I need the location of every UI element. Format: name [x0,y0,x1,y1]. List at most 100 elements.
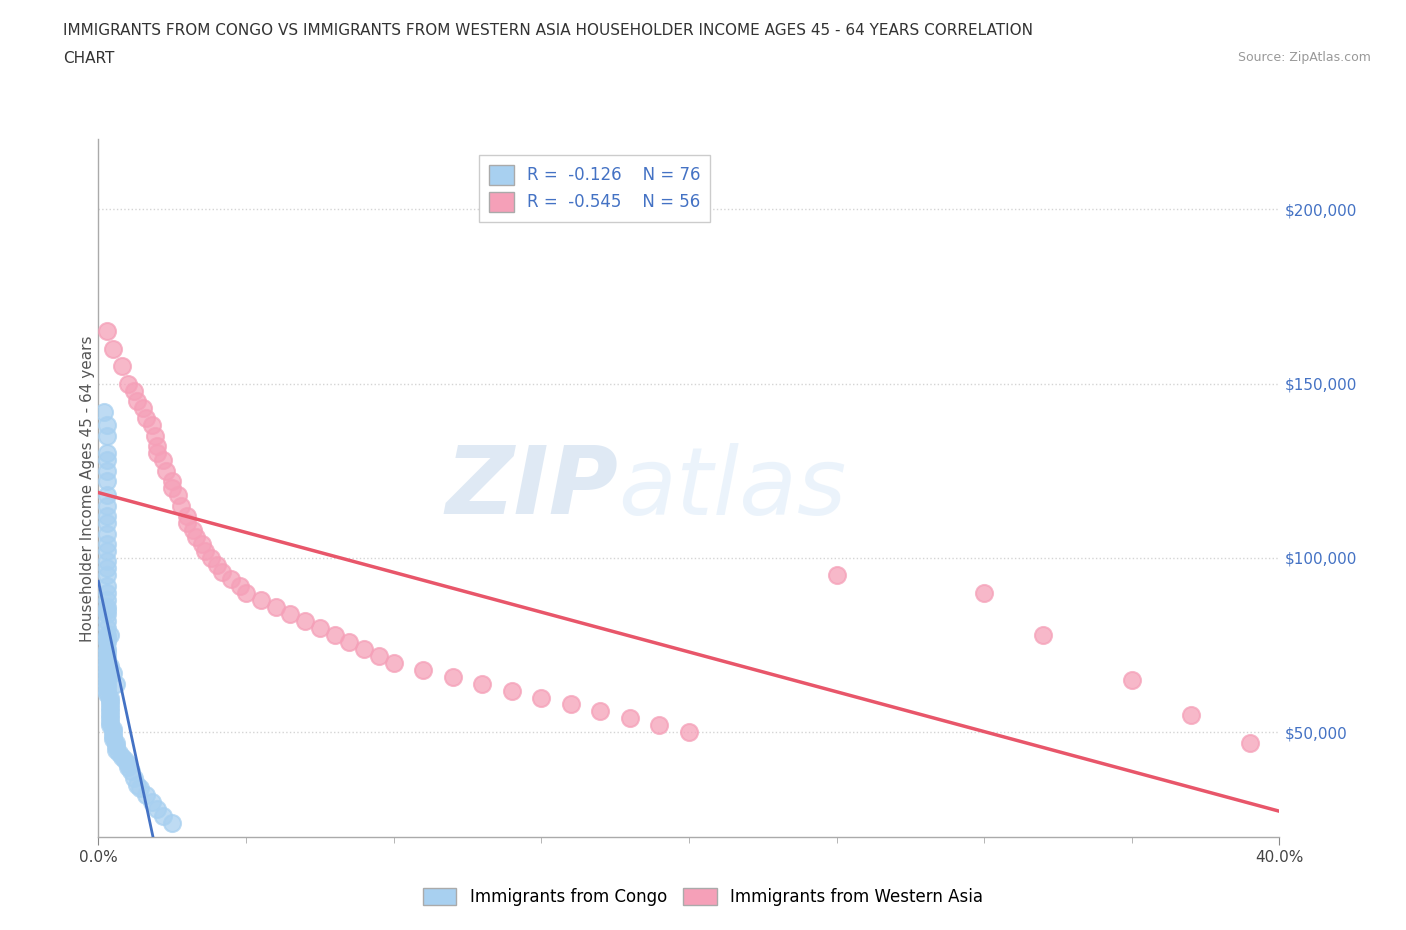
Point [96,324,118,339]
Point [211,565,233,579]
Point [96,498,118,513]
Point [560,698,582,712]
Point [141,794,163,809]
Point [181,523,204,538]
Point [96,515,118,530]
Point [152,808,174,824]
Point [176,509,198,524]
Point [135,411,157,426]
Point [294,614,316,629]
Point [96,453,118,468]
Point [111,359,134,374]
Point [96,606,118,621]
Point [96,680,118,695]
Point [96,644,118,659]
Point [382,655,405,670]
Point [117,760,139,775]
Point [162,473,183,489]
Point [323,627,346,642]
Point [98,704,121,719]
Y-axis label: Householder Income Ages 45 - 64 years: Householder Income Ages 45 - 64 years [80,335,94,642]
Point [194,543,217,558]
Point [219,571,242,586]
Point [103,341,125,356]
Point [96,509,118,524]
Point [96,445,118,460]
Point [96,662,118,677]
Point [96,672,118,687]
Point [122,383,145,398]
Point [264,600,287,615]
Point [98,718,121,733]
Point [162,816,183,830]
Point [122,770,145,785]
Text: atlas: atlas [619,443,846,534]
Point [205,557,228,572]
Point [96,655,118,670]
Point [170,498,193,513]
Text: Source: ZipAtlas.com: Source: ZipAtlas.com [1237,51,1371,64]
Text: CHART: CHART [63,51,115,66]
Point [143,429,166,444]
Point [117,756,139,771]
Point [96,652,118,667]
Point [146,439,169,454]
Point [619,711,641,725]
Point [105,742,128,757]
Legend: Immigrants from Congo, Immigrants from Western Asia: Immigrants from Congo, Immigrants from W… [416,881,990,912]
Point [103,725,125,740]
Point [96,614,118,629]
Point [96,666,118,681]
Point [96,676,118,691]
Point [368,648,391,663]
Text: IMMIGRANTS FROM CONGO VS IMMIGRANTS FROM WESTERN ASIA HOUSEHOLDER INCOME AGES 45: IMMIGRANTS FROM CONGO VS IMMIGRANTS FROM… [63,23,1033,38]
Point [105,738,128,753]
Point [111,750,134,764]
Point [125,777,148,792]
Point [98,658,121,673]
Point [1032,627,1054,642]
Point [98,714,121,729]
Point [96,578,118,593]
Point [973,586,995,601]
Point [278,606,302,621]
Point [96,627,118,642]
Point [191,537,214,551]
Point [98,700,121,715]
Point [412,662,434,677]
Point [530,690,553,705]
Point [200,551,222,565]
Point [117,376,139,391]
Point [309,620,332,635]
Point [184,529,207,544]
Point [128,780,150,795]
Point [96,658,118,673]
Point [96,634,118,649]
Point [96,463,118,478]
Point [167,487,190,502]
Point [103,732,125,747]
Point [152,453,174,468]
Point [96,620,118,635]
Point [96,554,118,569]
Point [96,642,118,657]
Point [98,708,121,723]
Point [337,634,360,649]
Point [162,481,183,496]
Point [96,686,118,701]
Point [96,631,118,645]
Point [98,690,121,705]
Point [96,603,118,618]
Point [96,600,118,615]
Point [96,429,118,444]
Point [108,746,131,761]
Point [96,568,118,583]
Point [96,487,118,502]
Point [96,586,118,601]
Point [146,802,169,817]
Point [96,526,118,541]
Point [96,592,118,607]
Point [96,561,118,576]
Point [96,418,118,432]
Point [96,543,118,558]
